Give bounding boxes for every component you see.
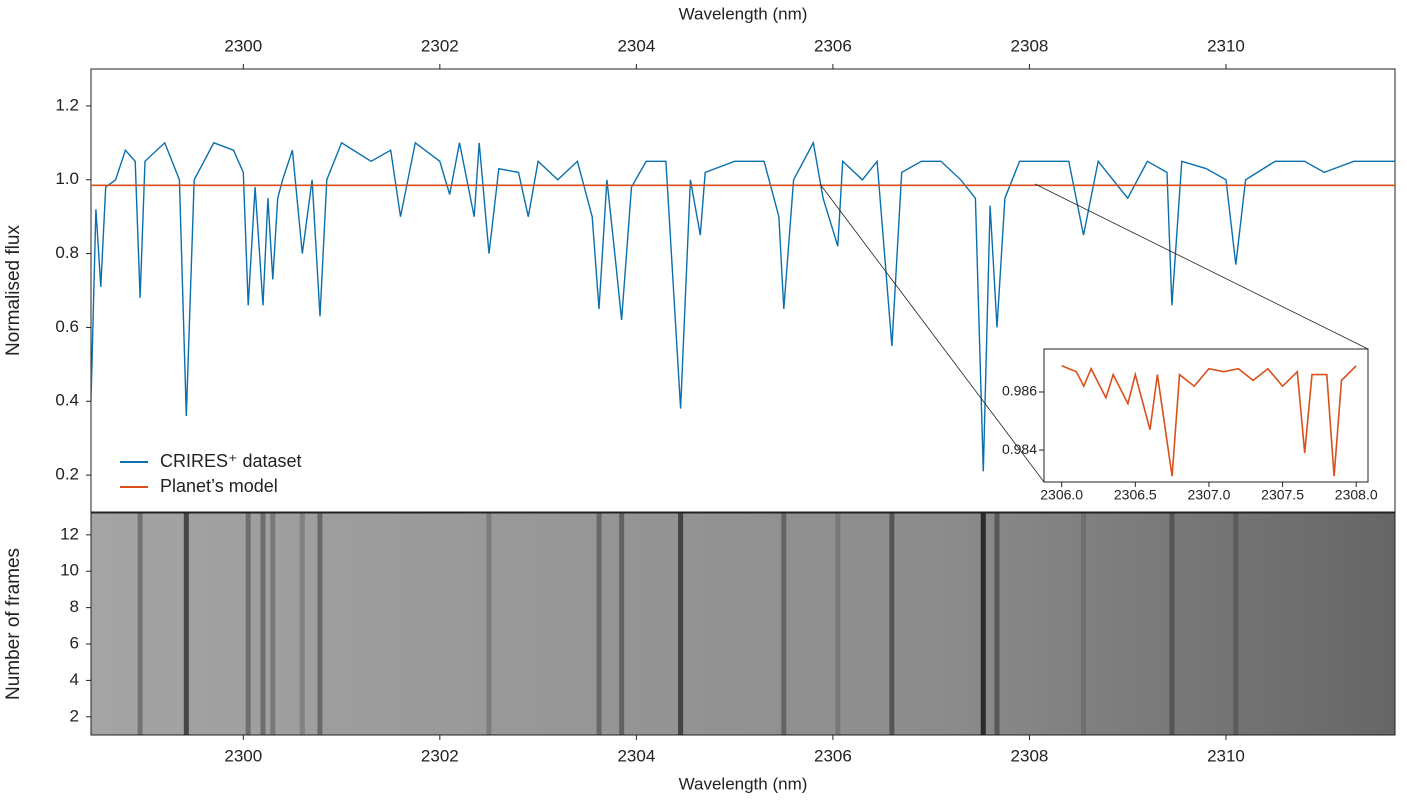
heatmap-column [980,513,986,735]
zoom-connector [819,183,1045,483]
heatmap-column [678,513,684,735]
y-tick-label: 0.8 [55,243,79,262]
zoom-connector [1034,183,1369,350]
y-axis-label: Number of frames [3,548,24,700]
heatmap-column [299,513,305,735]
heatmap-column [596,513,602,735]
x-tick-label: 2302 [421,36,459,55]
y-tick-label: 1.2 [55,95,79,114]
y-tick-label: 1.0 [55,169,79,188]
data-line [91,140,1395,472]
x-tick-label: 2302 [421,746,459,765]
heatmap-column [270,513,276,735]
x-tick-label: 2307.0 [1188,487,1231,503]
heatmap-column [486,513,492,735]
legend-label: CRIRES⁺ dataset [160,451,302,471]
y-tick-label: 0.984 [1002,441,1037,457]
x-tick-label: 2308.0 [1335,487,1378,503]
heatmap-column [1080,513,1086,735]
plot-area [1043,348,1369,483]
y-tick-label: 10 [60,561,79,580]
x-axis-label: Wavelength (nm) [679,4,808,23]
heatmap-column [619,513,625,735]
heatmap-column [245,513,251,735]
x-tick-label: 2300 [224,746,262,765]
x-tick-label: 2306.5 [1114,487,1157,503]
y-axis-label: Normalised flux [3,225,24,356]
heatmap-column [994,513,1000,735]
legend-label: Planet’s model [160,476,278,496]
data-line [1061,365,1357,477]
x-tick-label: 2306.0 [1040,487,1083,503]
x-tick-label: 2307.5 [1261,487,1304,503]
x-axis-label: Wavelength (nm) [679,774,808,793]
x-tick-label: 2300 [224,36,262,55]
heatmap-column [137,513,143,735]
heatmap-frame [90,512,1396,736]
heatmap-column [260,513,266,735]
y-tick-label: 2 [70,706,79,725]
heatmap-column [1169,513,1175,735]
heatmap-background [91,513,1395,735]
y-tick-label: 0.2 [55,465,79,484]
y-tick-label: 0.6 [55,317,79,336]
x-tick-label: 2304 [617,746,655,765]
y-tick-label: 0.986 [1002,383,1037,399]
heatmap-column [889,513,895,735]
x-tick-label: 2304 [617,36,655,55]
x-tick-label: 2306 [814,36,852,55]
x-tick-label: 2306 [814,746,852,765]
heatmap-column [1233,513,1239,735]
y-tick-label: 8 [70,597,79,616]
y-tick-label: 0.4 [55,391,79,410]
y-tick-label: 6 [70,634,79,653]
x-tick-label: 2310 [1207,746,1245,765]
heatmap-column [183,513,189,735]
x-tick-label: 2310 [1207,36,1245,55]
heatmap-column [835,513,841,735]
y-tick-label: 12 [60,524,79,543]
heatmap-column [781,513,787,735]
heatmap-column [317,513,323,735]
x-tick-label: 2308 [1011,746,1049,765]
y-tick-label: 4 [70,670,79,689]
x-tick-label: 2308 [1011,36,1049,55]
